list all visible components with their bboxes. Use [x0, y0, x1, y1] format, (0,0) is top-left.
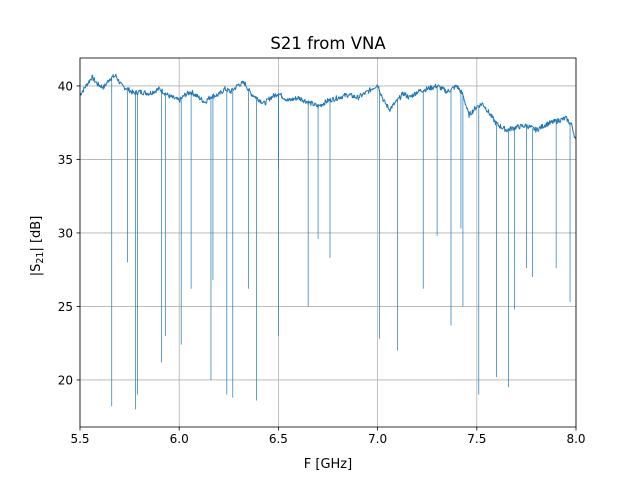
y-axis-label-prefix: |S	[29, 264, 44, 277]
x-tick-label: 8.0	[566, 432, 585, 446]
plot-area	[80, 58, 576, 427]
y-tick-label: 30	[58, 226, 73, 240]
y-axis-label: |S21| [dB]	[29, 216, 46, 277]
x-tick-label: 7.5	[467, 432, 486, 446]
series-s21	[79, 73, 577, 410]
x-tick-label: 6.0	[170, 432, 189, 446]
y-tick-label: 40	[58, 79, 73, 93]
y-axis-label-suffix: | [dB]	[29, 216, 44, 252]
plot-frame	[79, 57, 577, 428]
series-line-baseline	[79, 73, 577, 140]
x-axis-label: F [GHz]	[304, 457, 352, 472]
y-tick-label: 25	[58, 300, 73, 314]
y-tick-label: 20	[58, 373, 73, 387]
y-axis-label-subscript: 21	[35, 252, 46, 264]
chart-title: S21 from VNA	[270, 34, 386, 53]
x-tick-label: 5.5	[70, 432, 89, 446]
axis-ticks: 5.5 6.0 6.5 7.0 7.5 8.0 20 25 30 35 40	[58, 79, 586, 446]
x-tick-label: 7.0	[368, 432, 387, 446]
y-tick-label: 35	[58, 153, 73, 167]
x-tick-label: 6.5	[269, 432, 288, 446]
